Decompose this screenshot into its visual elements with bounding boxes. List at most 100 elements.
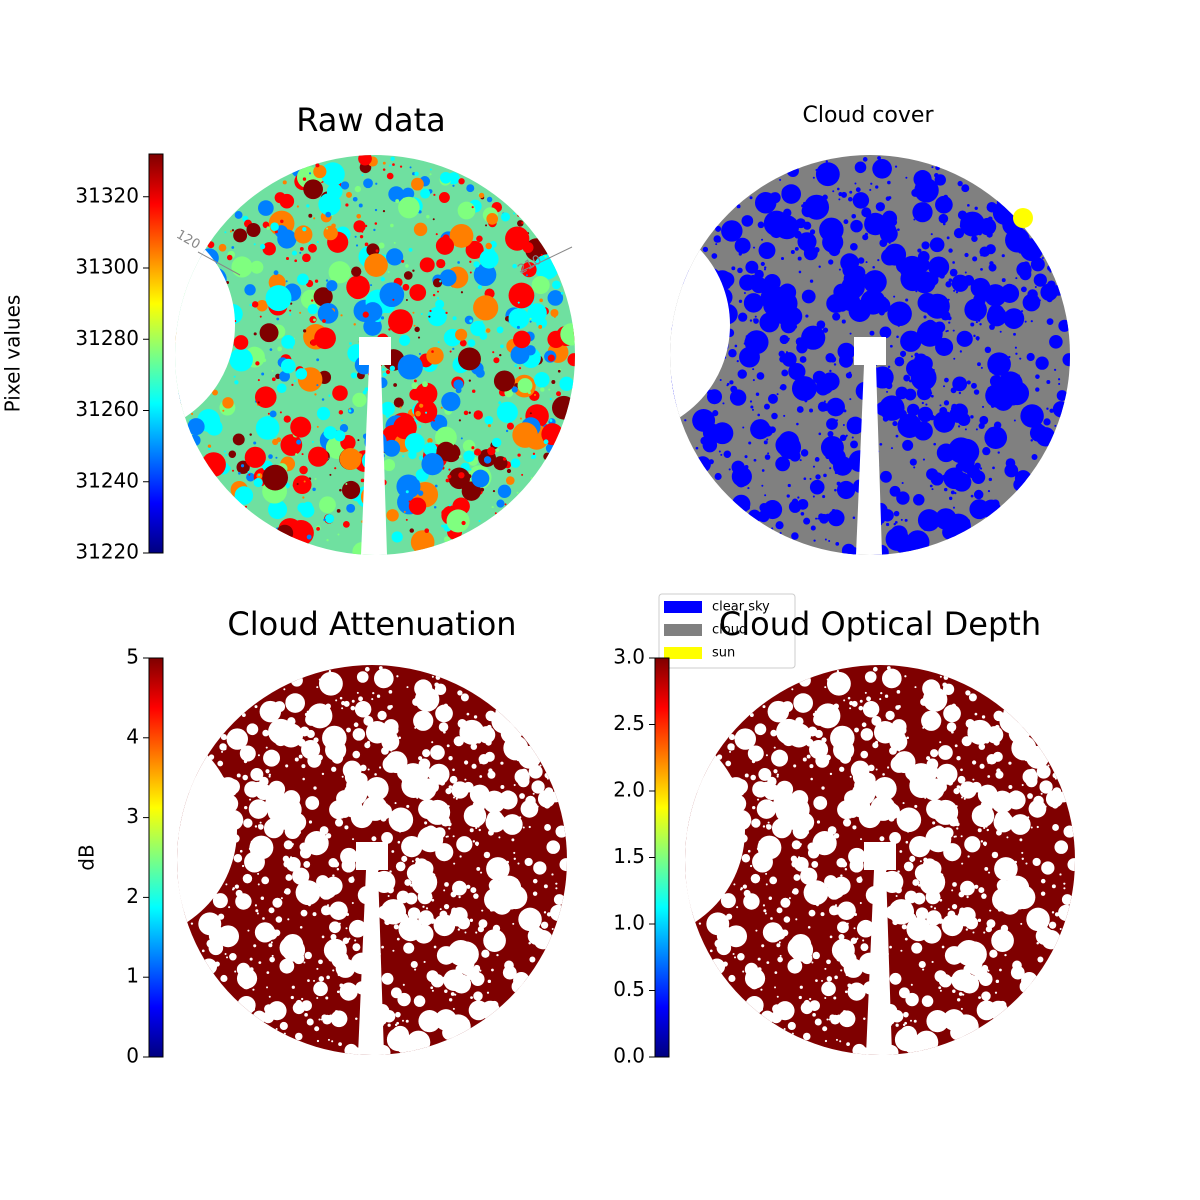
sun-marker [1013, 208, 1033, 228]
cloud-texture [280, 358, 296, 374]
cloud-texture [416, 850, 420, 854]
cloud-texture [466, 184, 475, 193]
cloud-texture [891, 719, 907, 735]
cloud-texture [808, 909, 816, 917]
cloud-texture [877, 368, 880, 371]
cloud-texture [283, 415, 291, 423]
cloud-texture [413, 710, 434, 731]
cloud-texture [258, 961, 262, 965]
cloud-texture [957, 180, 963, 187]
cloud-texture [894, 165, 898, 168]
cloud-texture [313, 981, 328, 997]
cloud-texture [411, 860, 414, 863]
cloud-texture [553, 894, 565, 905]
cloud-texture [939, 898, 943, 902]
cloud-texture [529, 317, 532, 320]
cloud-texture [275, 916, 283, 923]
cloud-texture [803, 1032, 811, 1041]
cloud-texture [244, 284, 256, 296]
cloud-texture [766, 824, 769, 828]
cloud-texture [812, 465, 816, 468]
cloud-texture [246, 472, 255, 482]
cloud-texture [361, 174, 364, 177]
cloud-texture [439, 908, 442, 911]
cloud-texture [761, 291, 769, 299]
cloud-texture [960, 1007, 963, 1010]
cloud-texture [848, 196, 853, 202]
cloud-texture [458, 472, 465, 479]
cloud-texture [826, 418, 838, 430]
cloud-texture [530, 477, 533, 480]
cloud-texture [822, 231, 844, 253]
cloud-texture [303, 861, 311, 868]
cloud-texture [316, 384, 319, 387]
cloud-texture [794, 247, 799, 251]
cloud-texture [970, 322, 975, 327]
cloud-texture [357, 439, 360, 442]
cloud-texture [348, 919, 367, 938]
cloud-texture [496, 401, 518, 423]
cloud-texture [823, 406, 828, 412]
cloud-texture [791, 1032, 794, 1035]
cloud-texture [900, 266, 925, 292]
cloud-texture [340, 181, 350, 190]
colorbar-tick-label: 0 [126, 1044, 139, 1068]
cloud-texture [460, 693, 469, 702]
cloud-texture [750, 405, 754, 409]
cloud-texture [324, 990, 327, 993]
cloud-texture [366, 243, 380, 257]
cloud-texture [897, 228, 900, 231]
cloud-texture [760, 261, 765, 267]
cloud-texture [456, 836, 473, 853]
cloud-texture [303, 329, 307, 333]
cloud-texture [410, 960, 418, 969]
cloud-texture [410, 530, 435, 554]
cloud-texture [798, 674, 811, 687]
cloud-texture [945, 955, 948, 958]
cloud-texture [1052, 284, 1064, 296]
mask-notch [358, 870, 384, 1055]
cloud-texture [538, 324, 543, 329]
cloud-texture [339, 982, 358, 1001]
cloud-texture [1028, 800, 1047, 818]
cloud-texture [316, 967, 319, 970]
cloud-texture [915, 290, 918, 293]
cloud-texture [829, 935, 833, 939]
cloud-texture [971, 804, 995, 828]
cloud-texture [418, 352, 421, 355]
cloud-texture [952, 989, 956, 993]
cloud-texture [532, 771, 537, 776]
cloud-texture [870, 703, 873, 706]
cloud-texture [283, 1032, 286, 1035]
sky-image [670, 155, 1070, 555]
cloud-texture [399, 334, 411, 346]
cloud-texture [413, 995, 426, 1007]
cloud-texture [506, 860, 510, 864]
cloud-texture [837, 187, 840, 191]
cloud-texture [1058, 904, 1075, 921]
colorbar-tick-label: 1.5 [613, 844, 645, 868]
cloud-texture [815, 162, 840, 187]
cloud-texture [986, 919, 996, 929]
cloud-texture [743, 893, 760, 910]
cloud-texture [834, 975, 838, 980]
cloud-texture [505, 747, 508, 750]
cloud-texture [815, 979, 818, 982]
cloud-texture [322, 319, 326, 323]
cloud-texture [792, 888, 799, 895]
cloud-texture [743, 790, 746, 793]
cloud-texture [850, 243, 858, 251]
cloud-texture [555, 825, 567, 838]
cloud-texture [875, 768, 878, 771]
cloud-texture [391, 850, 395, 853]
cloud-texture [854, 727, 859, 733]
cloud-texture [443, 536, 451, 543]
cloud-texture [425, 907, 429, 910]
cloud-texture [438, 192, 450, 203]
cloud-texture [432, 218, 435, 221]
cloud-texture [346, 275, 370, 299]
cloud-texture [308, 903, 311, 907]
cloud-texture [405, 490, 409, 494]
cloud-texture [490, 771, 495, 776]
cloud-texture [342, 760, 362, 780]
